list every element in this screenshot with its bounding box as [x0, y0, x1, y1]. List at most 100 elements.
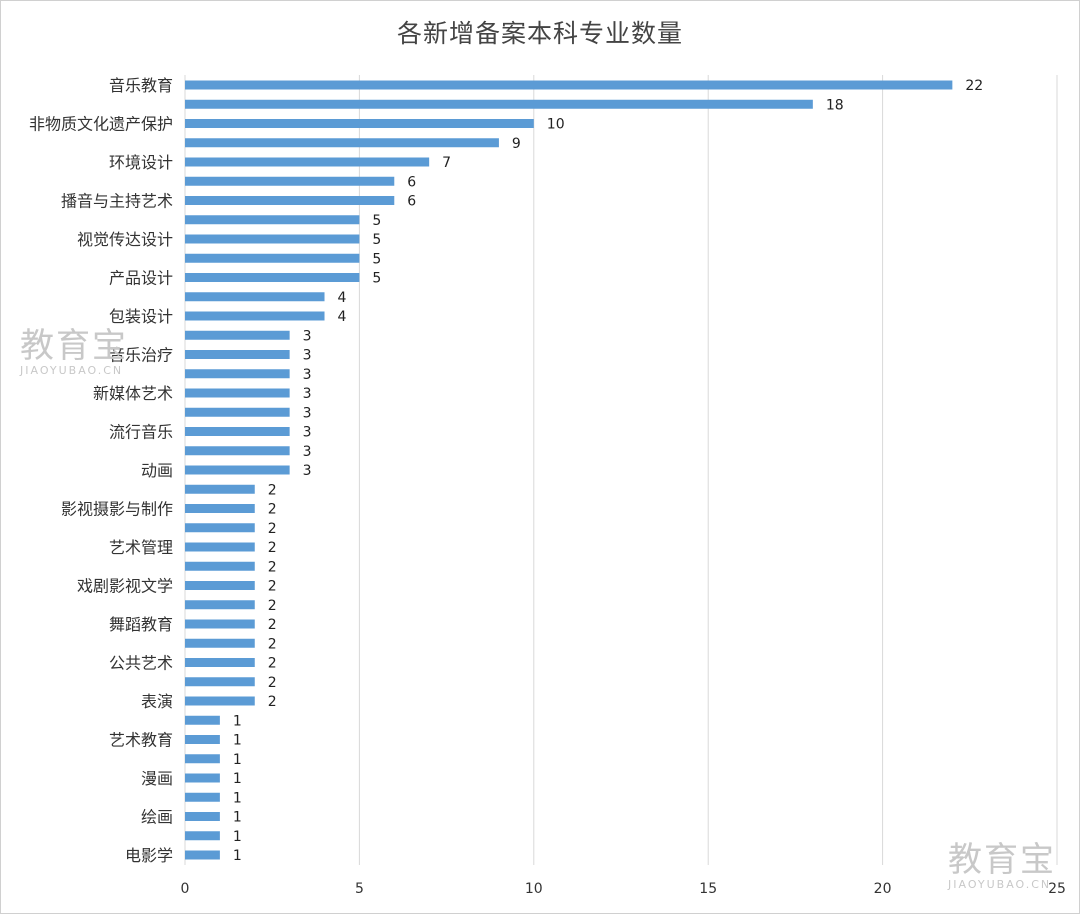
data-label: 4 [338, 309, 347, 325]
bar [185, 484, 255, 494]
data-label: 5 [372, 271, 381, 287]
data-label: 3 [303, 425, 312, 441]
bars [185, 80, 953, 860]
data-label: 2 [268, 675, 277, 691]
bar [185, 658, 255, 667]
chart-title: 各新增备案本科专业数量 [396, 19, 683, 48]
bar [185, 561, 255, 571]
category-label: 动画 [141, 461, 173, 480]
bar [185, 581, 255, 590]
bar [185, 388, 290, 398]
bar [185, 504, 255, 513]
category-label: 视觉传达设计 [77, 230, 173, 249]
data-label: 6 [407, 174, 416, 190]
data-label: 1 [233, 790, 242, 806]
category-label: 非物质文化遗产保护 [29, 115, 173, 134]
data-label: 3 [303, 444, 312, 460]
data-label: 1 [233, 829, 242, 845]
category-label: 环境设计 [109, 153, 173, 172]
watermark-text: 教育宝 [948, 840, 1056, 880]
category-label: 公共艺术 [109, 654, 173, 673]
category-label: 舞蹈教育 [109, 615, 173, 634]
bar [185, 253, 360, 263]
watermark-text: 教育宝 [20, 326, 128, 366]
category-label: 音乐教育 [109, 76, 173, 95]
gridlines [184, 75, 1058, 865]
bar [185, 369, 290, 379]
bar [185, 196, 395, 205]
bar [185, 157, 430, 167]
bar [185, 215, 360, 225]
x-tick-label: 0 [181, 881, 190, 897]
x-tick-label: 15 [699, 881, 717, 897]
data-label: 22 [965, 78, 983, 94]
bar [185, 407, 290, 417]
category-label: 漫画 [141, 769, 173, 788]
bar [185, 619, 255, 629]
bar [185, 638, 255, 648]
bar [185, 427, 290, 436]
data-label: 18 [826, 97, 844, 113]
bar [185, 99, 813, 109]
x-tick-label: 25 [1048, 881, 1066, 897]
data-label: 3 [303, 348, 312, 364]
bar [185, 465, 290, 475]
watermark-left: 教育宝 JIAOYUBAO.CN [20, 328, 128, 377]
data-label: 2 [268, 540, 277, 556]
data-label: 1 [233, 752, 242, 768]
category-label: 艺术教育 [109, 731, 173, 750]
bar [185, 792, 220, 802]
category-label: 播音与主持艺术 [61, 192, 173, 211]
x-tick-label: 5 [355, 881, 364, 897]
watermark-right: 教育宝 JIAOYUBAO.CN [948, 842, 1056, 891]
bar [185, 119, 534, 128]
category-label: 新媒体艺术 [93, 384, 173, 403]
data-label: 2 [268, 598, 277, 614]
data-label: 3 [303, 328, 312, 344]
category-label: 流行音乐 [109, 423, 173, 442]
data-label: 3 [303, 405, 312, 421]
bar [185, 446, 290, 456]
data-label: 1 [233, 848, 242, 864]
category-label: 产品设计 [109, 269, 173, 288]
category-label: 表演 [141, 692, 173, 711]
bar [185, 754, 220, 764]
bar [185, 715, 220, 725]
data-label: 2 [268, 694, 277, 710]
data-label: 5 [372, 251, 381, 267]
data-label: 1 [233, 810, 242, 826]
category-label: 绘画 [141, 808, 173, 827]
data-label: 4 [338, 290, 347, 306]
data-label: 5 [372, 232, 381, 248]
data-label: 7 [442, 155, 451, 171]
bar [185, 523, 255, 533]
bar [185, 80, 953, 90]
bar [185, 350, 290, 359]
bar [185, 677, 255, 687]
bar [185, 330, 290, 340]
watermark-sub: JIAOYUBAO.CN [20, 364, 124, 377]
bar [185, 773, 220, 783]
bar [185, 176, 395, 186]
value-labels: 2218109766555544333333332222222222221111… [233, 78, 983, 864]
x-tick-label: 10 [525, 881, 543, 897]
data-label: 2 [268, 502, 277, 518]
data-label: 1 [233, 733, 242, 749]
data-label: 10 [547, 117, 565, 133]
bar [185, 696, 255, 706]
bar [185, 812, 220, 821]
data-label: 2 [268, 559, 277, 575]
data-label: 2 [268, 579, 277, 595]
bar [185, 542, 255, 552]
data-label: 3 [303, 367, 312, 383]
data-label: 6 [407, 194, 416, 210]
x-axis-tick-labels: 0 5 10 15 20 25 [181, 881, 1066, 897]
data-label: 2 [268, 636, 277, 652]
data-label: 9 [512, 136, 521, 152]
category-label: 艺术管理 [109, 538, 173, 557]
bar [185, 138, 499, 148]
x-tick-label: 20 [874, 881, 892, 897]
data-label: 3 [303, 386, 312, 402]
